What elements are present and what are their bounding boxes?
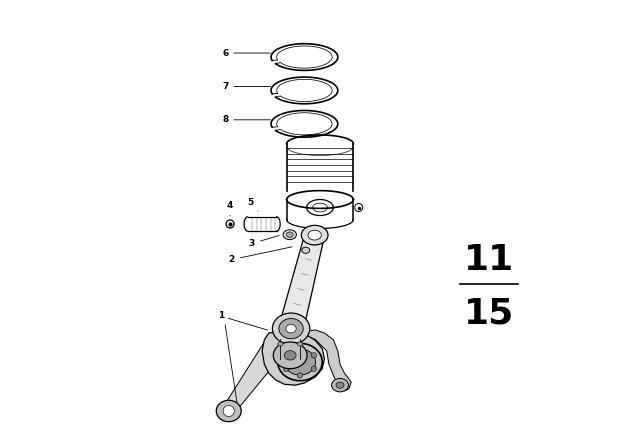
Text: 11: 11 [464,243,515,276]
Ellipse shape [283,230,296,240]
Text: 1: 1 [218,311,224,320]
Ellipse shape [286,324,296,333]
Text: 15: 15 [464,296,515,330]
Ellipse shape [336,382,344,388]
Ellipse shape [278,343,322,381]
Ellipse shape [279,319,303,339]
Polygon shape [279,233,324,332]
Circle shape [311,366,317,371]
Ellipse shape [273,342,307,369]
Ellipse shape [284,351,296,360]
Ellipse shape [286,232,293,237]
Circle shape [298,373,303,378]
Text: 6: 6 [222,48,271,57]
Circle shape [311,353,317,358]
Polygon shape [262,332,324,385]
Ellipse shape [216,401,241,422]
Circle shape [298,346,303,351]
Polygon shape [302,330,351,391]
Ellipse shape [273,313,310,344]
Text: 7: 7 [222,82,271,91]
Polygon shape [222,333,298,413]
Ellipse shape [278,342,283,346]
Ellipse shape [301,225,328,245]
Text: 4: 4 [227,201,233,216]
Circle shape [223,405,234,417]
Ellipse shape [284,349,316,375]
Ellipse shape [298,342,303,346]
Text: 8: 8 [222,115,271,124]
Ellipse shape [301,247,310,254]
Text: 3: 3 [249,236,279,248]
Circle shape [284,366,289,371]
Ellipse shape [332,379,349,392]
Text: 5: 5 [247,198,258,211]
Circle shape [284,353,289,358]
Ellipse shape [308,230,321,240]
Text: 2: 2 [228,247,292,264]
